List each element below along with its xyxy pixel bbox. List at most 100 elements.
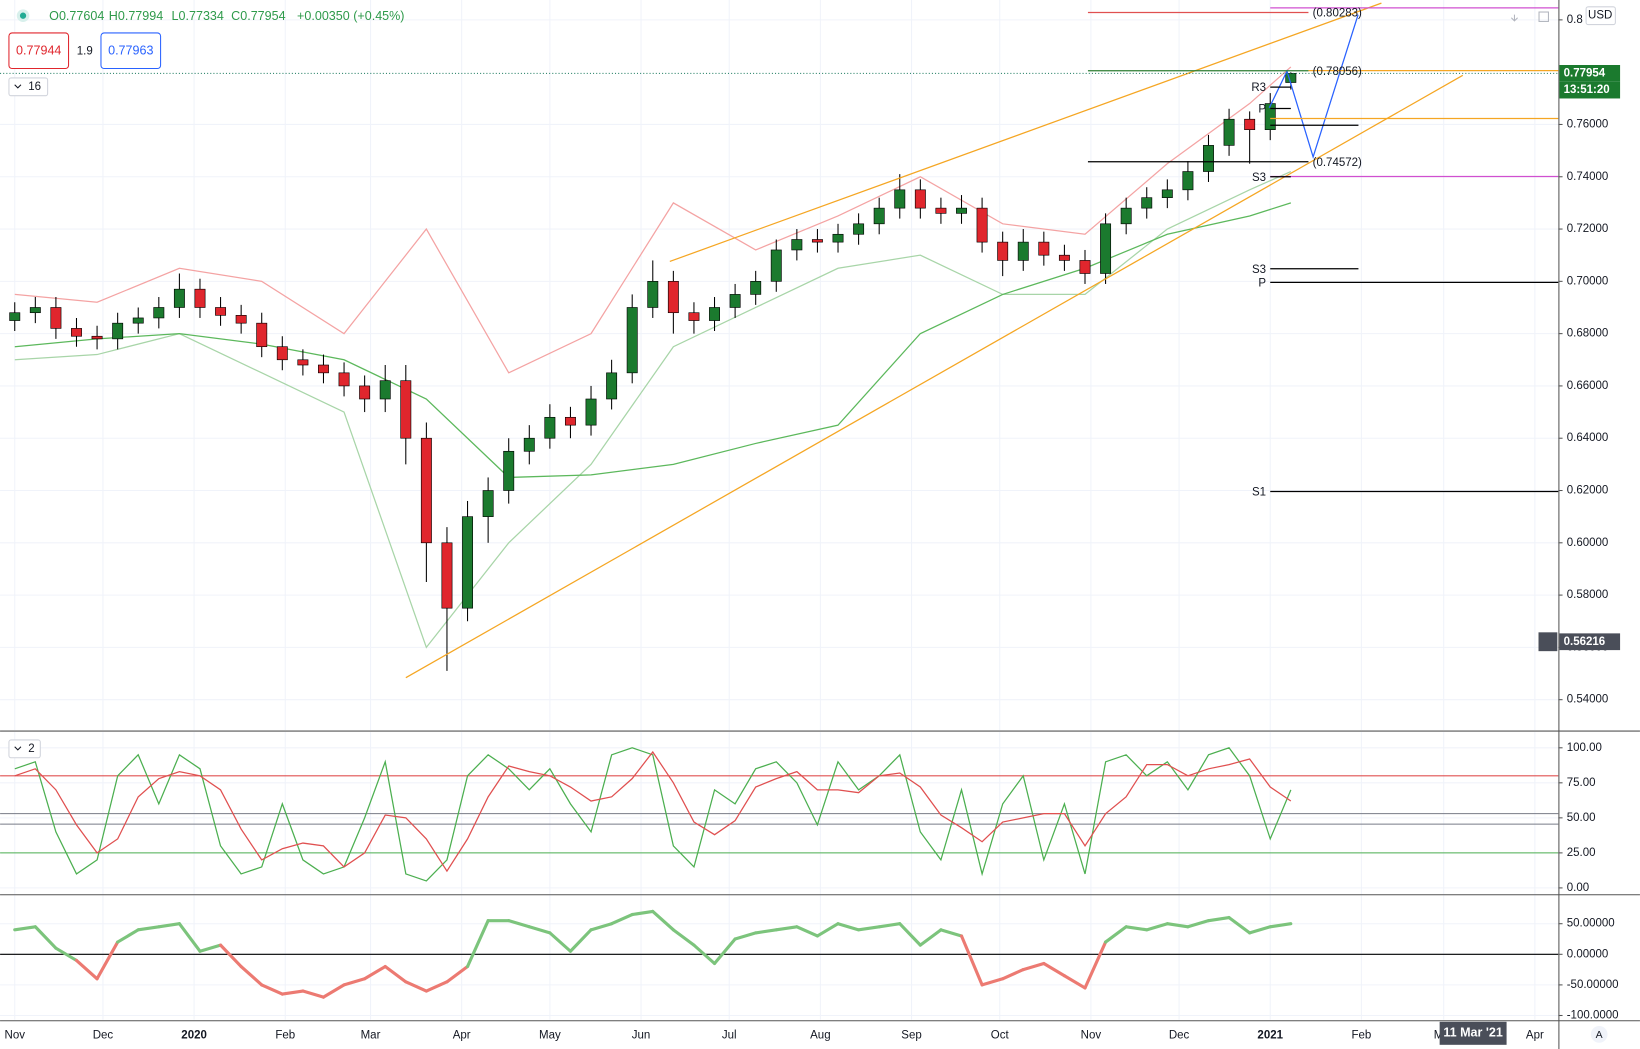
y-tick-label: 0.58000 [1567, 589, 1609, 601]
candle-body [791, 239, 803, 251]
y-tick-label: 25.00 [1567, 847, 1596, 859]
crosshair-price-tag [1559, 633, 1621, 651]
x-tick-label: 2021 [1257, 1029, 1283, 1041]
y-tick-label: 50.00 [1567, 812, 1596, 824]
indicator-segment [465, 919, 490, 969]
indicator-segment [589, 922, 614, 932]
indicator-segment [301, 989, 326, 999]
indicator-line [14, 750, 1292, 873]
candle-body [462, 516, 474, 609]
candle-body [626, 307, 638, 374]
y-tick-label: 0.60000 [1567, 537, 1609, 549]
indicator-pane [0, 909, 1559, 999]
buy-price[interactable]: 0.77963 [108, 44, 153, 58]
indicator-segment [630, 909, 655, 917]
candle-body [956, 207, 967, 214]
ohlc-low: L0.77334 [172, 9, 224, 23]
candle-body [1038, 241, 1050, 256]
indicator-segment [33, 925, 58, 950]
buy-button[interactable] [100, 32, 162, 70]
candle-body [976, 207, 988, 243]
indicator-segment [260, 983, 284, 996]
indicator-segment [1268, 922, 1293, 929]
chevron-icon [14, 84, 22, 89]
indicator-segment [95, 940, 120, 981]
candle-body [9, 312, 21, 321]
pane-label[interactable]: 16 [28, 81, 41, 93]
level-label: (0.74572) [1313, 157, 1362, 169]
candle-body [873, 207, 885, 225]
indicator-segment [1021, 961, 1046, 972]
candle-body [276, 346, 288, 361]
draw-layer [0, 2, 1559, 999]
candle-body [647, 281, 659, 308]
collapse-button[interactable] [8, 739, 41, 759]
auto-label[interactable]: A [1596, 1030, 1603, 1041]
indicator-segment [959, 934, 984, 987]
indicator-segment [712, 937, 737, 966]
ohlc-change: +0.00350 (+0.45%) [297, 9, 404, 23]
indicator-segment [74, 958, 99, 981]
crosshair-date-tag [1439, 1021, 1507, 1045]
candle-body [935, 207, 947, 214]
x-tick-label: Nov [5, 1029, 26, 1041]
trend-line [669, 2, 1382, 263]
indicator-segment [1042, 961, 1066, 978]
candle-body [1161, 189, 1173, 198]
collapse-button[interactable] [8, 77, 49, 97]
y-tick-label: 0.66000 [1567, 380, 1609, 392]
candle-body [770, 249, 782, 282]
candle-body [235, 315, 247, 324]
y-tick-label: 0.64000 [1567, 432, 1609, 444]
x-tick-label: Aug [810, 1029, 830, 1041]
x-tick-label: Apr [453, 1029, 471, 1041]
indicator-segment [671, 928, 696, 947]
candle-body [420, 437, 432, 544]
candle-body [1058, 254, 1070, 261]
indicator-segment [733, 931, 758, 941]
sell-button[interactable] [8, 32, 70, 70]
level-label: P [1258, 104, 1266, 116]
candle-body [709, 307, 720, 321]
countdown: 13:51:20 [1564, 84, 1610, 96]
x-tick-label: Jun [632, 1029, 651, 1041]
level-label: (0.80283) [1313, 8, 1362, 20]
spread: 1.9 [77, 45, 93, 57]
x-tick-label: Mar [361, 1029, 381, 1041]
grid-layer [0, 0, 1559, 1020]
indicator-segment [507, 919, 531, 929]
indicator-line [14, 747, 1292, 882]
ohlc-high: H0.77994 [109, 9, 163, 23]
y-tick-label: 0.54000 [1567, 694, 1609, 706]
crosshair-button[interactable] [1538, 632, 1558, 652]
indicator-line [14, 202, 1292, 479]
auto-button[interactable] [1590, 1025, 1608, 1043]
sell-price[interactable]: 0.77944 [16, 44, 61, 58]
x-tick-label: 2020 [181, 1029, 207, 1041]
currency[interactable]: USD [1588, 10, 1612, 22]
pane-label[interactable]: 2 [28, 743, 34, 755]
y-tick-label: 50.00000 [1567, 918, 1615, 930]
indicator-segment [610, 912, 634, 926]
currency-button[interactable] [1585, 6, 1616, 26]
indicator-segment [651, 909, 675, 932]
candle-body [585, 398, 597, 426]
candle-body [606, 372, 618, 400]
candle-body [359, 385, 371, 400]
candle-body [215, 307, 227, 316]
candle-body [1285, 73, 1297, 83]
scroll-icon [1510, 14, 1518, 22]
indicator-pane [0, 747, 1559, 882]
candle-body [1244, 118, 1256, 131]
indicator-segment [1227, 916, 1252, 935]
candle-body [1079, 260, 1091, 274]
indicator-segment [527, 925, 552, 935]
indicator-segment [1248, 925, 1272, 935]
candle-body [503, 450, 515, 491]
indicator-segment [321, 983, 346, 999]
indicator-segment [774, 925, 799, 932]
candle-body [544, 416, 556, 439]
indicator-segment [54, 946, 79, 962]
indicator-segment [1145, 922, 1169, 932]
